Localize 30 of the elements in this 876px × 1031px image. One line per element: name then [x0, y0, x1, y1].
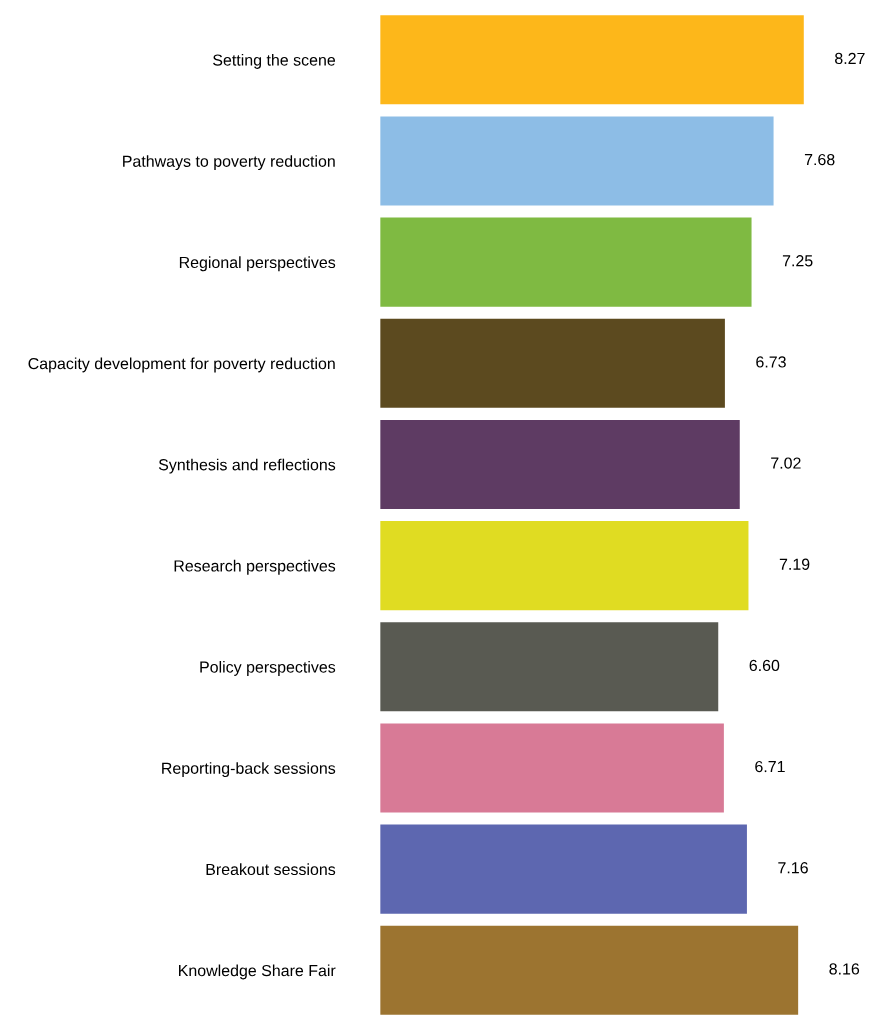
bar: [380, 824, 747, 914]
bar: [380, 116, 774, 206]
y-tick-label: Knowledge Share Fair: [179, 964, 336, 980]
bar: [380, 419, 740, 509]
data-label: 7.19: [779, 558, 810, 570]
bar: [380, 723, 724, 813]
y-tick-label: Synthesis and reflections: [158, 458, 336, 474]
y-tick-label: Regional perspectives: [179, 256, 336, 272]
bar: [380, 217, 752, 307]
data-label: 8.27: [835, 52, 865, 65]
bar: [380, 622, 719, 712]
y-tick-label: Setting the scene: [213, 54, 336, 69]
data-label: 7.02: [771, 457, 801, 469]
data-label: 7.25: [782, 255, 813, 267]
y-tick-label: Reporting-back sessions: [162, 762, 336, 778]
data-label: 6.60: [749, 659, 780, 672]
y-tick-label: Capacity development for poverty reduction: [28, 357, 335, 373]
data-label: 7.16: [778, 862, 808, 874]
data-label: 6.73: [756, 356, 786, 368]
data-label: 7.68: [804, 153, 835, 166]
y-tick-label: Research perspectives: [174, 559, 336, 575]
y-tick-label: Breakout sessions: [206, 863, 336, 876]
y-tick-label: Policy perspectives: [200, 661, 336, 676]
data-label: 8.16: [829, 963, 860, 975]
bar: [380, 521, 749, 611]
bar: [380, 925, 799, 1015]
data-label: 6.71: [755, 760, 785, 773]
y-tick-label: Pathways to poverty reduction: [123, 155, 335, 171]
bar: [380, 318, 725, 408]
bar: [380, 15, 804, 105]
